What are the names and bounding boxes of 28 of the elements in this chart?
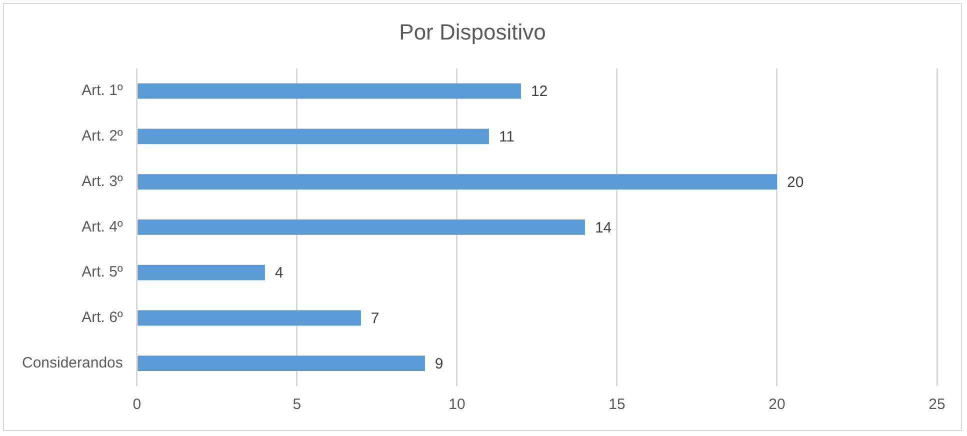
x-tick-label: 5 [292,396,302,414]
y-tick-label: Considerandos [22,354,123,372]
y-tick-label: Art. 6º [82,309,124,326]
chart-title: Por Dispositivo [399,19,546,44]
data-label: 7 [370,310,380,328]
x-tick-label: 15 [608,396,626,414]
data-label: 4 [274,264,284,282]
bar [138,128,489,144]
bar [138,174,777,190]
y-tick-label: Art. 2º [82,128,124,145]
bar [138,264,265,280]
data-label: 9 [434,355,444,372]
x-tick-label: 10 [448,396,466,414]
data-label: 20 [786,174,804,191]
data-label: 11 [498,128,515,146]
y-tick-label: Art. 3º [82,172,124,190]
bar [138,219,585,235]
bar [138,356,425,372]
y-tick-label: Art. 5º [82,264,124,281]
bar [138,83,521,99]
x-tick-label: 25 [928,396,946,414]
x-tick-label: 20 [768,396,786,414]
y-tick-label: Art. 4º [82,218,124,236]
y-tick-label: Art. 1º [82,82,124,100]
data-label: 14 [594,219,612,236]
bar [138,310,361,326]
x-tick-label: 0 [132,396,142,414]
data-label: 12 [530,83,548,100]
